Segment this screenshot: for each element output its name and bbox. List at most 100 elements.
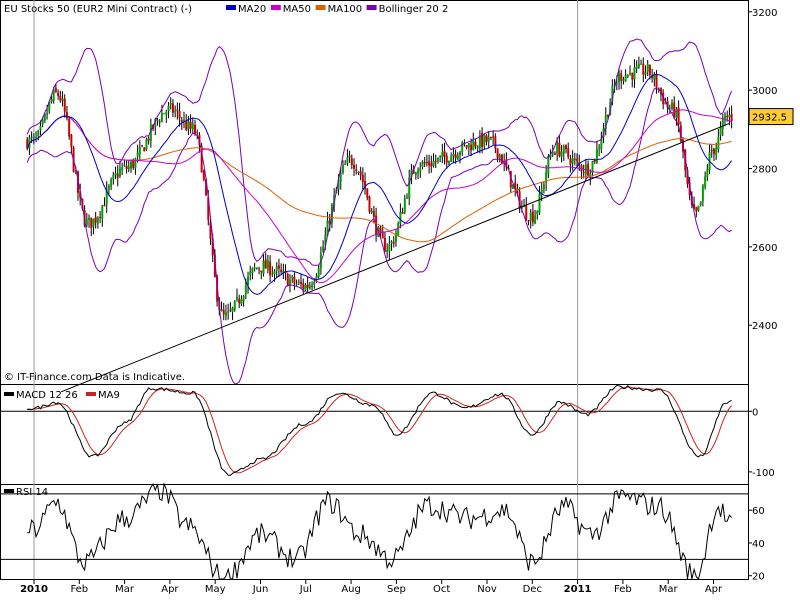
candle-body xyxy=(350,158,353,166)
candle-body xyxy=(576,158,579,161)
y-tick-label: 40 xyxy=(752,539,765,550)
rsi-line xyxy=(27,482,732,581)
candle-body xyxy=(205,178,208,196)
candle-body xyxy=(92,218,95,227)
candle-body xyxy=(465,145,468,148)
candle-body xyxy=(271,273,274,275)
candle-body xyxy=(211,238,214,256)
candle-body xyxy=(26,139,29,149)
y-tick-label: 3200 xyxy=(752,8,777,19)
candle-body xyxy=(547,156,550,174)
candle-body xyxy=(258,268,261,270)
candle-body xyxy=(189,121,192,129)
candle-body xyxy=(410,169,413,177)
candle-body xyxy=(434,161,437,163)
x-tick-label: Jun xyxy=(252,584,269,595)
candle-body xyxy=(85,219,88,226)
candle-body xyxy=(476,146,479,149)
candle-body xyxy=(489,136,492,138)
candle-body xyxy=(670,102,673,109)
candle-body xyxy=(432,161,435,167)
candle-body xyxy=(368,196,371,212)
candle-body xyxy=(317,268,320,277)
candle-body xyxy=(472,140,475,150)
candle-body xyxy=(637,63,640,68)
y-tick-label: 2400 xyxy=(752,321,777,332)
candle-body xyxy=(512,184,515,189)
candle-body xyxy=(417,170,420,174)
candle-body xyxy=(207,197,210,221)
candle-body xyxy=(414,172,417,176)
candle-body xyxy=(558,142,561,157)
x-tick-label: Nov xyxy=(477,584,497,595)
candle-body xyxy=(129,161,132,169)
last-price-label: 2932.5 xyxy=(752,113,787,124)
candle-body xyxy=(70,134,73,148)
candle-body xyxy=(65,112,68,119)
candle-body xyxy=(171,103,174,113)
candle-body xyxy=(379,227,382,233)
candle-body xyxy=(110,179,113,187)
x-tick-label: 2011 xyxy=(564,584,592,595)
candle-body xyxy=(726,116,729,118)
candle-body xyxy=(381,231,384,239)
candle-body xyxy=(693,204,696,209)
y-tick-label: -100 xyxy=(752,468,775,479)
candle-body xyxy=(436,157,439,162)
candle-body xyxy=(655,73,658,88)
candle-body xyxy=(357,171,360,173)
candle-body xyxy=(624,74,627,82)
legend-label: MA100 xyxy=(328,4,363,15)
candle-body xyxy=(646,64,649,72)
candle-body xyxy=(209,221,212,239)
legend-swatch xyxy=(270,5,281,10)
candle-body xyxy=(46,112,49,115)
candle-body xyxy=(406,196,409,199)
ma50-line xyxy=(26,109,732,284)
candle-body xyxy=(428,161,431,166)
candle-body xyxy=(315,275,318,281)
candle-body xyxy=(474,141,477,147)
candle-body xyxy=(127,166,130,169)
legend-label: MA20 xyxy=(238,4,266,15)
candle-body xyxy=(560,151,563,157)
x-tick-label: Feb xyxy=(614,584,632,595)
candle-body xyxy=(160,113,163,122)
candle-body xyxy=(430,163,433,167)
candle-body xyxy=(509,171,512,188)
legend-label: MA50 xyxy=(283,4,311,15)
candle-body xyxy=(361,175,364,183)
legend-label: MACD 12 26 xyxy=(16,390,78,401)
x-tick-label: Mar xyxy=(659,584,679,595)
y-tick-label: 2600 xyxy=(752,243,777,254)
candle-body xyxy=(251,267,254,274)
x-tick-label: Mar xyxy=(115,584,135,595)
candle-body xyxy=(37,130,40,136)
y-tick-label: 2800 xyxy=(752,164,777,175)
candle-body xyxy=(304,284,307,290)
candle-body xyxy=(297,281,300,283)
candle-body xyxy=(180,119,183,123)
legend-swatch xyxy=(226,5,236,10)
candle-body xyxy=(231,307,234,312)
candle-body xyxy=(386,250,389,253)
candle-body xyxy=(419,168,422,172)
candle-body xyxy=(403,198,406,213)
candle-body xyxy=(249,271,252,276)
candle-body xyxy=(538,193,541,213)
x-tick-label: 2010 xyxy=(20,584,48,595)
candle-body xyxy=(306,284,309,289)
candle-body xyxy=(668,108,671,110)
candle-body xyxy=(664,102,667,105)
candle-body xyxy=(114,173,117,176)
candle-body xyxy=(470,144,473,151)
legend-swatch xyxy=(366,5,377,10)
candle-body xyxy=(165,111,168,115)
candle-body xyxy=(701,185,704,202)
candle-body xyxy=(260,270,263,273)
pane-frame-2 xyxy=(0,484,749,580)
candle-body xyxy=(498,154,501,159)
candle-body xyxy=(452,154,455,157)
candle-body xyxy=(390,241,393,244)
candle-body xyxy=(626,74,629,77)
